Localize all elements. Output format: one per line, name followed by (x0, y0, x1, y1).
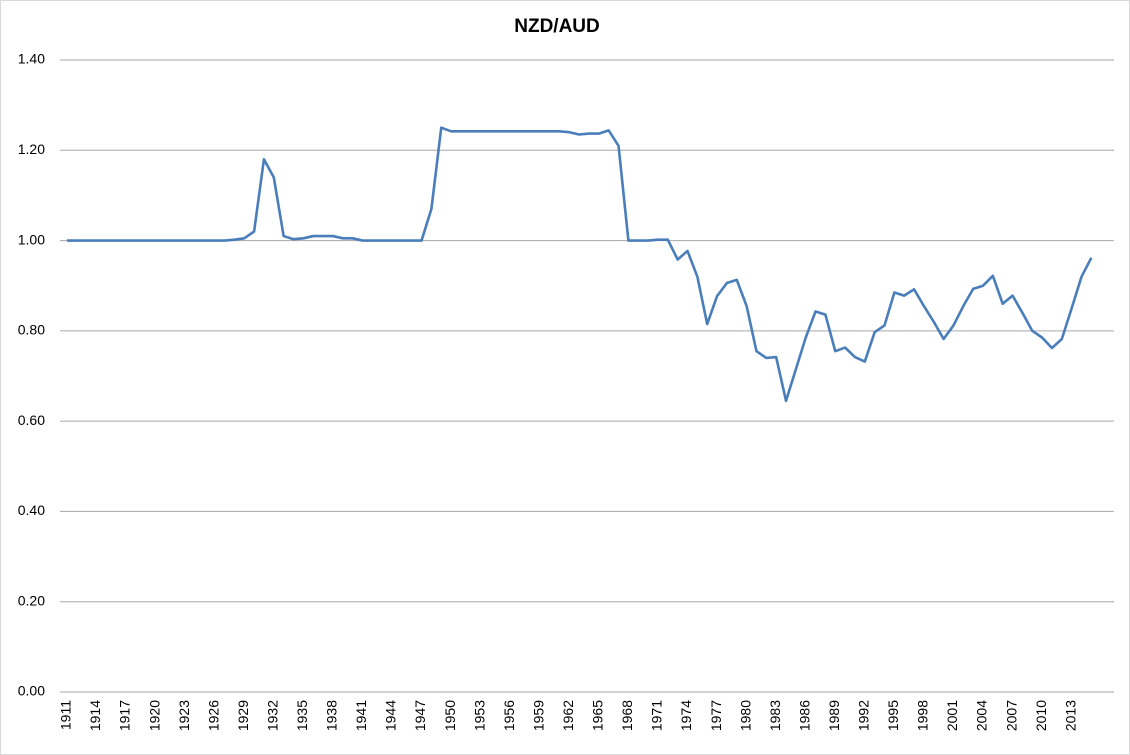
x-tick-label: 1968 (619, 700, 635, 731)
y-tick-label: 0.80 (18, 322, 45, 338)
x-tick-label: 1962 (560, 700, 576, 731)
x-tick-label: 2007 (1003, 700, 1019, 731)
x-tick-label: 1983 (767, 700, 783, 731)
y-tick-label: 0.40 (18, 502, 45, 518)
x-tick-label: 1950 (442, 700, 458, 731)
x-tick-label: 1941 (353, 700, 369, 731)
x-tick-label: 1923 (176, 700, 192, 731)
x-tick-label: 1965 (590, 700, 606, 731)
x-tick-label: 1944 (383, 700, 399, 731)
data-line (66, 126, 1093, 403)
x-tick-label: 1935 (294, 700, 310, 731)
y-tick-label: 1.20 (18, 141, 45, 157)
x-tick-label: 1980 (737, 700, 753, 731)
x-tick-label: 1992 (856, 700, 872, 731)
x-tick-label: 2013 (1062, 700, 1078, 731)
x-tick-label: 2001 (944, 700, 960, 731)
x-tick-label: 1977 (708, 700, 724, 731)
x-tick-label: 2004 (974, 700, 990, 731)
x-tick-label: 1974 (678, 700, 694, 731)
x-tick-label: 1929 (235, 700, 251, 731)
x-tick-label: 1926 (205, 700, 221, 731)
x-tick-label: 1932 (264, 700, 280, 731)
chart-title: NZD/AUD (514, 16, 600, 37)
x-tick-label: 2010 (1033, 700, 1049, 731)
x-tick-label: 1986 (796, 700, 812, 731)
y-tick-label: 1.40 (18, 51, 45, 67)
x-tick-label: 1953 (471, 700, 487, 731)
x-tick-label: 1971 (649, 700, 665, 731)
x-tick-label: 1917 (117, 700, 133, 731)
x-tick-label: 1938 (324, 700, 340, 731)
x-tick-label: 1989 (826, 700, 842, 731)
y-tick-label: 1.00 (18, 231, 45, 247)
x-tick-label: 1959 (530, 700, 546, 731)
x-tick-label: 1998 (915, 700, 931, 731)
x-tick-label: 1956 (501, 700, 517, 731)
y-tick-label: 0.60 (18, 412, 45, 428)
x-tick-label: 1914 (87, 700, 103, 731)
x-tick-label: 1995 (885, 700, 901, 731)
y-tick-label: 0.20 (18, 592, 45, 608)
x-tick-label: 1911 (58, 700, 74, 730)
y-tick-label: 0.00 (18, 683, 45, 699)
x-tick-label: 1920 (146, 700, 162, 731)
x-tick-label: 1947 (412, 700, 428, 731)
